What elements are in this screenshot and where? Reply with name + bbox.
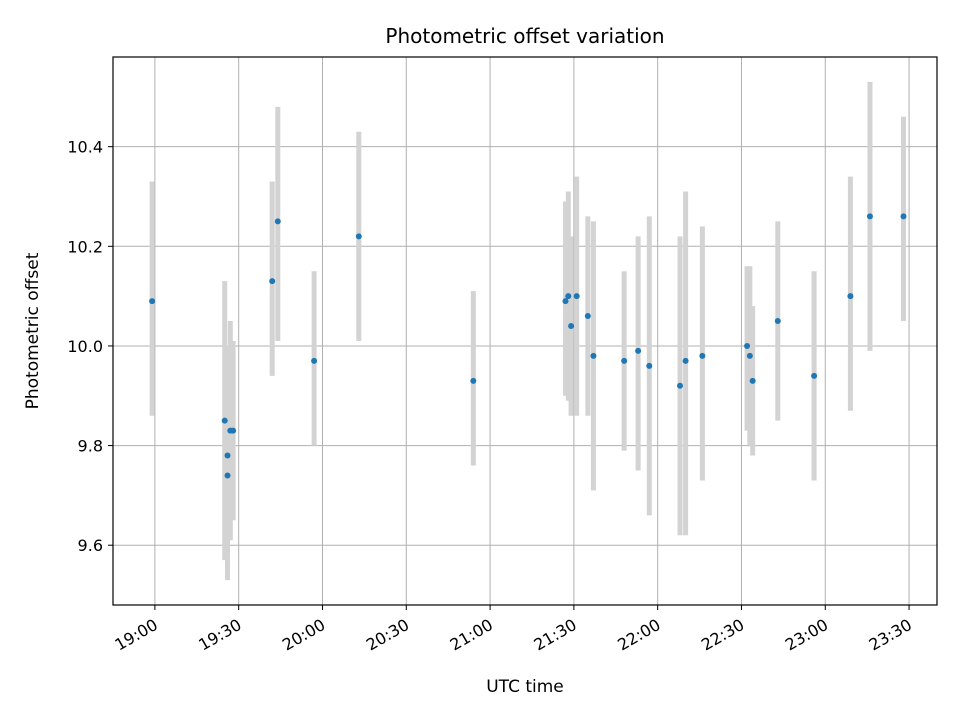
x-axis-title: UTC time bbox=[486, 677, 564, 697]
data-point bbox=[573, 293, 580, 300]
data-point bbox=[590, 352, 597, 359]
y-tick-label: 9.6 bbox=[78, 536, 103, 555]
plot-frame bbox=[112, 56, 938, 606]
data-point bbox=[568, 323, 575, 330]
data-point bbox=[221, 417, 228, 424]
data-point bbox=[269, 278, 276, 285]
data-point bbox=[635, 347, 642, 354]
y-tick-label: 10.4 bbox=[67, 138, 103, 157]
data-point bbox=[565, 293, 572, 300]
data-point bbox=[224, 472, 231, 479]
data-points bbox=[149, 213, 907, 479]
data-point bbox=[744, 342, 751, 349]
data-point bbox=[811, 372, 818, 379]
data-point bbox=[682, 357, 689, 364]
data-point bbox=[699, 352, 706, 359]
data-point bbox=[677, 382, 684, 389]
data-point bbox=[230, 427, 237, 434]
data-point bbox=[274, 218, 281, 225]
data-point bbox=[621, 357, 628, 364]
data-point bbox=[774, 318, 781, 325]
data-point bbox=[847, 293, 854, 300]
data-point bbox=[562, 298, 569, 305]
y-axis-title: Photometric offset bbox=[23, 252, 43, 409]
y-tick-label: 9.8 bbox=[78, 437, 103, 456]
data-point bbox=[900, 213, 907, 220]
data-point bbox=[470, 377, 477, 384]
data-point bbox=[149, 298, 156, 305]
data-point bbox=[646, 362, 653, 369]
y-tick-label: 10.0 bbox=[67, 337, 103, 356]
data-point bbox=[355, 233, 362, 240]
grid bbox=[113, 57, 937, 605]
data-point bbox=[584, 313, 591, 320]
chart-title: Photometric offset variation bbox=[385, 24, 664, 48]
y-tick-label: 10.2 bbox=[67, 237, 103, 256]
data-point bbox=[866, 213, 873, 220]
data-point bbox=[224, 452, 231, 459]
data-point bbox=[311, 357, 318, 364]
data-point bbox=[749, 377, 756, 384]
data-point bbox=[746, 352, 753, 359]
